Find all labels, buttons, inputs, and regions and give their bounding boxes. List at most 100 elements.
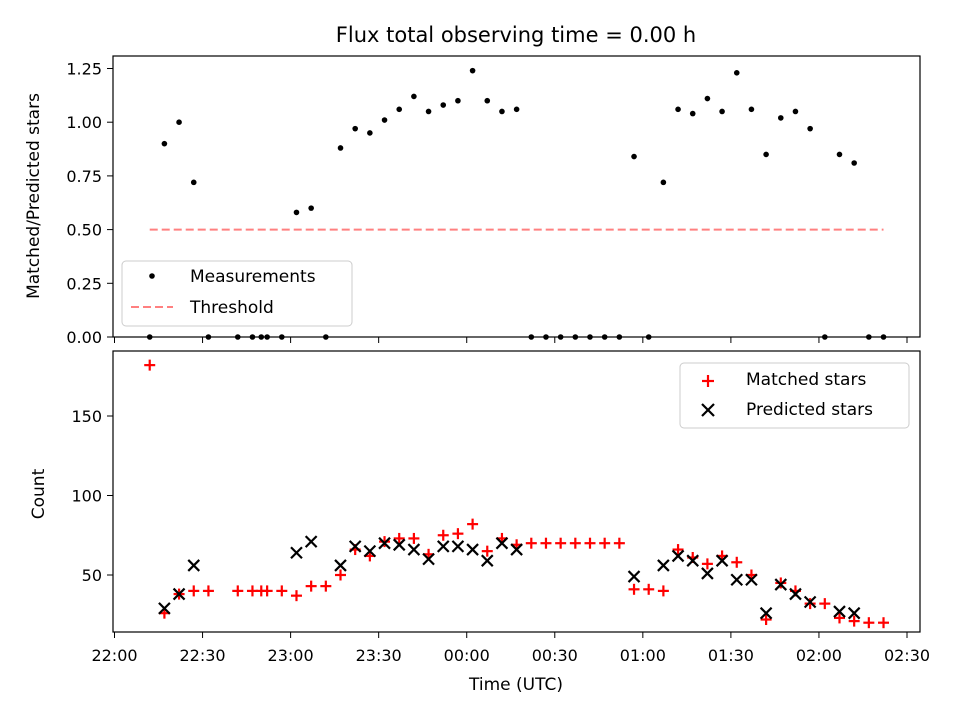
- measurement-point: [631, 153, 637, 160]
- predicted-stars-series: [158, 535, 861, 620]
- predicted-star-point: [774, 578, 788, 591]
- predicted-star-point: [172, 587, 186, 601]
- predicted-star-point: [730, 573, 744, 587]
- measurement-point: [675, 106, 681, 113]
- predicted-star-point: [715, 554, 729, 567]
- predicted-stars-legend-marker: [701, 403, 715, 417]
- x-tick-label: 22:00: [91, 646, 137, 665]
- matched-star-point: [276, 585, 288, 597]
- measurements-series: [146, 67, 887, 340]
- measurement-point: [293, 209, 300, 216]
- bottom-legend-box: [679, 362, 910, 429]
- measurement-point: [484, 97, 491, 104]
- measurement-point: [748, 106, 755, 113]
- matched-star-point: [202, 585, 214, 597]
- matched-star-point: [833, 612, 845, 624]
- x-tick-label: 23:00: [268, 646, 314, 665]
- predicted-star-point: [686, 554, 700, 567]
- measurement-point: [763, 151, 769, 158]
- matched-stars-legend-marker: [702, 375, 714, 387]
- matched-star-point: [393, 532, 405, 544]
- bottom-y-tick-label: 100: [71, 487, 102, 506]
- predicted-star-point: [348, 540, 362, 553]
- predicted-star-point: [495, 536, 509, 550]
- matched-star-point: [261, 585, 273, 597]
- measurement-point: [792, 108, 799, 115]
- measurement-point: [660, 179, 667, 186]
- matched-star-point: [599, 537, 611, 549]
- top-plot-frame: [112, 55, 921, 338]
- top-panel: Flux total observing time = 0.00 h Match…: [24, 23, 921, 347]
- matched-star-point: [188, 585, 200, 597]
- bottom-y-tick-label: 50: [82, 566, 102, 585]
- top-y-axis-label: Matched/Predicted stars: [24, 93, 44, 299]
- measurement-point: [396, 106, 403, 113]
- matched-star-point: [701, 558, 713, 570]
- matched-star-point: [290, 590, 302, 602]
- matched-star-point: [335, 569, 347, 581]
- predicted-star-point: [407, 543, 421, 556]
- measurement-point: [411, 93, 417, 100]
- measurement-point: [337, 145, 344, 151]
- x-tick-label: 01:30: [708, 646, 754, 665]
- matched-star-point: [305, 580, 317, 592]
- measurement-point: [733, 69, 740, 76]
- measurements-legend-label: Measurements: [190, 267, 316, 287]
- matched-star-point: [555, 537, 567, 549]
- predicted-star-point: [627, 570, 641, 583]
- matched-star-point: [775, 577, 787, 589]
- matched-star-point: [467, 518, 479, 530]
- predicted-star-point: [422, 552, 435, 566]
- matched-star-point: [437, 529, 449, 541]
- predicted-star-point: [378, 536, 391, 550]
- matched-star-point: [657, 585, 669, 597]
- bottom-y-axis-label: Count: [29, 468, 49, 519]
- matched-star-point: [804, 598, 816, 610]
- predicted-star-point: [363, 544, 377, 558]
- x-tick-label: 00:00: [444, 646, 490, 665]
- predicted-star-point: [290, 546, 303, 560]
- measurement-point: [807, 125, 813, 132]
- measurement-point: [440, 102, 447, 108]
- predicted-star-point: [657, 559, 670, 572]
- threshold-legend-label: Threshold: [189, 298, 274, 318]
- bottom-legend: Matched stars Predicted stars: [679, 362, 910, 429]
- top-y-tick-label: 0.00: [66, 328, 102, 347]
- matched-star-point: [379, 536, 391, 548]
- x-tick-label: 23:30: [356, 646, 402, 665]
- top-y-tick-label: 0.25: [66, 274, 102, 293]
- x-tick-label: 02:00: [796, 646, 842, 665]
- measurement-point: [469, 67, 476, 74]
- matched-star-point: [144, 359, 156, 371]
- predicted-star-point: [803, 595, 817, 609]
- matched-star-point: [643, 583, 655, 595]
- measurement-point: [161, 140, 168, 147]
- bottom-y-ticks: 50 100 150: [71, 407, 113, 585]
- top-y-tick-label: 0.50: [66, 221, 102, 240]
- predicted-star-point: [745, 573, 758, 587]
- predicted-star-point: [334, 559, 347, 572]
- matched-star-point: [452, 528, 464, 540]
- matched-star-point: [569, 537, 581, 549]
- matched-stars-legend-label: Matched stars: [746, 370, 866, 390]
- measurement-point: [851, 160, 857, 166]
- measurement-point: [836, 151, 843, 158]
- measurement-point: [352, 125, 358, 132]
- top-x-ticks: [114, 337, 908, 343]
- matched-star-point: [848, 615, 860, 627]
- predicted-star-point: [510, 543, 523, 556]
- matched-star-point: [628, 583, 640, 595]
- measurement-point: [455, 97, 461, 104]
- predicted-star-point: [158, 602, 171, 615]
- x-tick-label: 02:30: [884, 646, 930, 665]
- measurement-point: [499, 108, 505, 115]
- x-tick-label: 22:30: [180, 646, 226, 665]
- predicted-star-point: [671, 549, 685, 563]
- matched-star-point: [613, 537, 625, 549]
- predicted-star-point: [187, 559, 201, 572]
- matched-star-point: [672, 544, 684, 556]
- matched-star-point: [878, 617, 890, 629]
- predicted-stars-legend-label: Predicted stars: [746, 400, 873, 420]
- top-y-tick-label: 1.00: [66, 113, 102, 132]
- measurement-point: [367, 130, 373, 136]
